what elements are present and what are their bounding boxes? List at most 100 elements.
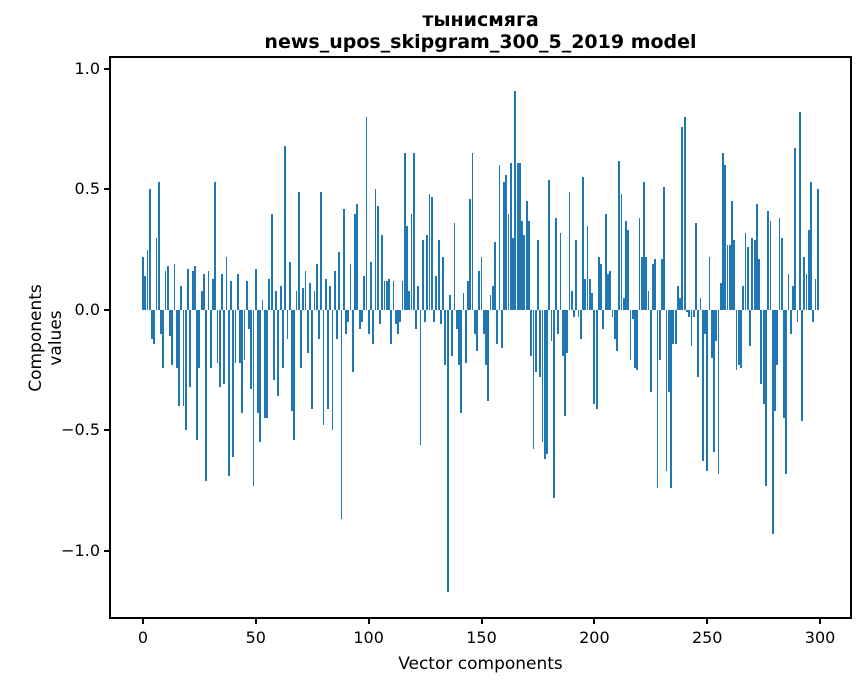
bar-component-214 — [625, 220, 627, 310]
bar-component-267 — [744, 232, 747, 310]
bar-component-60 — [277, 309, 280, 397]
bar-component-120 — [412, 153, 415, 310]
bar-component-215 — [627, 230, 630, 310]
bar-component-137 — [451, 309, 454, 356]
bar-component-263 — [735, 309, 738, 370]
bar-component-26 — [200, 290, 203, 310]
bar-component-295 — [807, 230, 810, 310]
bar-component-130 — [435, 276, 438, 310]
bar-component-49 — [252, 309, 255, 486]
bar-component-63 — [284, 146, 287, 310]
bar-component-202 — [597, 256, 600, 310]
bar-component-290 — [796, 309, 799, 322]
bar-component-257 — [722, 153, 724, 310]
bar-component-268 — [746, 247, 749, 310]
bar-component-239 — [681, 126, 684, 310]
x-tick-mark-0 — [141, 618, 144, 624]
bar-component-255 — [717, 309, 720, 474]
bar-component-7 — [157, 182, 160, 310]
bar-component-71 — [302, 288, 305, 310]
bar-component-280 — [774, 309, 776, 411]
bar-component-82 — [327, 309, 329, 409]
bar-component-296 — [810, 182, 812, 310]
bar-component-112 — [394, 309, 397, 325]
bar-component-206 — [607, 273, 609, 310]
bar-component-271 — [753, 239, 756, 310]
bar-component-226 — [652, 264, 654, 310]
x-tick-label-0: 0 — [137, 628, 149, 647]
bar-component-175 — [537, 239, 539, 310]
bar-component-119 — [410, 213, 413, 310]
bar-component-279 — [771, 309, 774, 534]
bar-component-102 — [372, 309, 375, 344]
y-tick-mark-0.5 — [104, 188, 110, 191]
bar-component-0 — [142, 256, 144, 310]
y-tick-label-1.0: 1.0 — [74, 59, 100, 79]
bar-component-46 — [245, 280, 248, 310]
bar-component-172 — [530, 309, 533, 356]
x-tick-label-50: 50 — [245, 628, 266, 647]
bar-component-155 — [491, 285, 494, 310]
bar-component-41 — [234, 309, 237, 363]
bar-component-272 — [755, 203, 758, 310]
bar-component-235 — [672, 309, 675, 344]
bar-component-131 — [437, 239, 440, 310]
bar-component-238 — [679, 297, 682, 310]
bar-component-282 — [778, 218, 781, 310]
bar-component-86 — [336, 309, 338, 339]
bar-component-67 — [293, 309, 296, 440]
bar-component-123 — [419, 309, 422, 445]
bar-component-230 — [661, 259, 663, 310]
bar-component-43 — [239, 309, 241, 363]
bar-component-264 — [737, 309, 740, 366]
bar-component-252 — [710, 309, 713, 358]
bar-component-77 — [315, 264, 318, 310]
bar-component-85 — [333, 271, 336, 310]
bar-component-21 — [189, 309, 192, 387]
bar-component-207 — [609, 271, 612, 310]
bar-component-54 — [263, 309, 266, 419]
bar-component-222 — [643, 182, 645, 310]
bar-component-192 — [575, 239, 578, 310]
bar-component-163 — [509, 162, 512, 310]
bar-component-237 — [676, 285, 679, 310]
bar-component-65 — [288, 261, 291, 310]
bar-component-254 — [715, 309, 718, 342]
bar-component-81 — [324, 278, 327, 310]
bar-component-98 — [363, 276, 366, 310]
bar-component-52 — [259, 309, 262, 443]
bar-component-220 — [638, 218, 641, 310]
bar-component-107 — [383, 280, 386, 310]
bar-component-174 — [534, 309, 537, 373]
bar-component-156 — [494, 242, 496, 310]
bar-component-69 — [297, 191, 300, 310]
bar-component-201 — [595, 309, 598, 409]
bar-component-176 — [539, 309, 542, 378]
bar-component-142 — [462, 292, 465, 310]
bar-component-266 — [742, 285, 745, 310]
x-tick-mark-50 — [254, 618, 257, 624]
bar-component-152 — [485, 309, 487, 366]
bar-component-177 — [541, 309, 544, 443]
bar-component-184 — [557, 309, 560, 334]
bar-component-3 — [148, 189, 151, 310]
bar-component-189 — [568, 191, 571, 310]
bar-component-166 — [516, 162, 519, 310]
bar-component-224 — [647, 290, 650, 310]
bar-component-73 — [306, 309, 309, 354]
bar-component-182 — [552, 309, 555, 498]
bar-component-258 — [724, 165, 727, 310]
bar-component-66 — [291, 309, 293, 411]
bar-component-277 — [767, 211, 770, 310]
bar-component-9 — [162, 309, 165, 368]
bar-component-93 — [351, 309, 354, 373]
y-tick-mark-−1.0 — [104, 549, 110, 552]
bar-component-146 — [471, 153, 474, 310]
bar-component-39 — [230, 280, 232, 310]
bar-component-278 — [769, 220, 772, 310]
bar-component-261 — [731, 201, 733, 310]
bar-component-244 — [692, 309, 695, 318]
bar-component-76 — [313, 290, 316, 310]
y-tick-mark-1.0 — [104, 68, 110, 71]
bar-component-109 — [388, 278, 390, 310]
